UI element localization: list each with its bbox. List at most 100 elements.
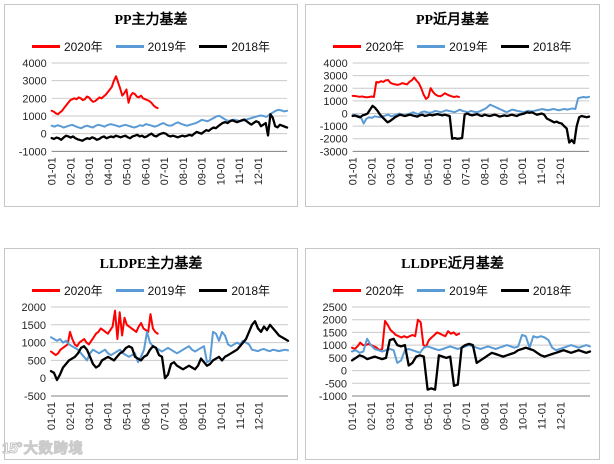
legend-item-2018年: 2018年 bbox=[500, 38, 572, 55]
legend-line-swatch bbox=[333, 288, 362, 292]
y-axis-tick-label: -1000 bbox=[319, 391, 347, 403]
y-axis-tick-label: -500 bbox=[24, 391, 46, 403]
x-axis-tick-label: 11-01 bbox=[537, 402, 549, 429]
legend-item-2018年: 2018年 bbox=[199, 38, 270, 55]
y-axis-tick-label: 4000 bbox=[22, 58, 46, 70]
series-line-2019年 bbox=[50, 108, 289, 130]
chart-panel-lldpe-main: LLDPE主力基差 2020年 2019年 2018年 2000 1500 1000 50… bbox=[4, 248, 298, 460]
x-axis-tick-label: 02-01 bbox=[366, 402, 378, 430]
y-axis-tick-label: 1500 bbox=[323, 327, 347, 339]
legend-item-2018年: 2018年 bbox=[199, 282, 270, 299]
x-axis-tick-label: 03-01 bbox=[385, 402, 397, 430]
legend: 2020年 2019年 2018年 bbox=[306, 38, 599, 54]
x-axis-tick-label: 05-01 bbox=[122, 157, 134, 185]
x-axis-tick-label: 06-01 bbox=[442, 402, 454, 430]
y-axis-tick-label: 2000 bbox=[323, 315, 347, 327]
legend-line-swatch bbox=[115, 288, 144, 292]
series-line-2018年 bbox=[351, 104, 591, 145]
y-axis-tick-label: 4000 bbox=[323, 58, 347, 70]
x-axis-tick-label: 06-01 bbox=[442, 157, 454, 185]
series-line-2018年 bbox=[50, 113, 289, 142]
y-axis-tick-label: 0 bbox=[41, 129, 47, 141]
x-axis-tick-label: 02-01 bbox=[366, 157, 378, 185]
y-axis-tick-label: -3000 bbox=[320, 146, 348, 158]
x-axis-tick-label: 12-01 bbox=[253, 157, 265, 185]
legend-label: 2020年 bbox=[63, 283, 103, 298]
chart-title: LLDPE近月基差 bbox=[401, 257, 504, 272]
legend-item-2019年: 2019年 bbox=[417, 282, 488, 299]
legend-line-swatch bbox=[115, 44, 144, 48]
legend-label: 2018年 bbox=[231, 283, 271, 298]
y-axis-tick-label: 3000 bbox=[323, 71, 347, 83]
x-axis-tick-label: 02-01 bbox=[65, 157, 77, 185]
legend-line-swatch bbox=[417, 288, 446, 292]
x-axis-tick-label: 07-01 bbox=[159, 157, 171, 185]
x-axis-tick-label: 10-01 bbox=[518, 402, 530, 430]
x-axis-tick-label: 10-01 bbox=[517, 157, 529, 185]
legend-item-2020年: 2020年 bbox=[333, 282, 404, 299]
x-axis-tick-label: 05-01 bbox=[423, 157, 435, 185]
chart-panel-lldpe-near: LLDPE近月基差 2020年 2019年 2018年 2500 2000 1500 10… bbox=[305, 248, 600, 460]
legend-line-swatch bbox=[31, 44, 60, 48]
legend-line-swatch bbox=[333, 44, 362, 48]
series-line-2019年 bbox=[50, 330, 289, 364]
y-axis-tick-label: 1000 bbox=[22, 111, 46, 123]
x-axis-tick-label: 01-01 bbox=[47, 157, 59, 185]
x-axis-tick-label: 06-01 bbox=[140, 402, 152, 430]
x-axis-tick-label: 09-01 bbox=[197, 157, 209, 185]
y-axis-tick-label: 0 bbox=[341, 366, 347, 378]
legend-line-swatch bbox=[417, 44, 446, 48]
chart-title: PP主力基差 bbox=[114, 13, 188, 28]
x-axis-tick-label: 10-01 bbox=[215, 157, 227, 185]
legend-label: 2018年 bbox=[532, 283, 572, 298]
legend-line-swatch bbox=[500, 288, 529, 292]
y-axis-tick-label: -1000 bbox=[19, 146, 47, 158]
y-axis-tick-label: 2500 bbox=[323, 302, 347, 314]
legend-item-2018年: 2018年 bbox=[500, 282, 572, 299]
x-axis-tick-label: 08-01 bbox=[480, 402, 492, 430]
legend-item-2019年: 2019年 bbox=[417, 38, 488, 55]
series-line-2018年 bbox=[350, 337, 592, 391]
x-axis-tick-label: 01-01 bbox=[347, 402, 359, 430]
x-axis-tick-label: 04-01 bbox=[404, 402, 416, 430]
x-axis-tick-label: 10-01 bbox=[216, 402, 228, 430]
legend-line-swatch bbox=[199, 44, 228, 48]
legend-label: 2019年 bbox=[449, 283, 488, 298]
legend-label: 2020年 bbox=[365, 283, 405, 298]
x-axis-tick-label: 06-01 bbox=[140, 157, 152, 185]
x-axis-tick-label: 04-01 bbox=[103, 157, 115, 185]
x-axis-tick-label: 04-01 bbox=[404, 157, 416, 185]
legend-label: 2018年 bbox=[231, 39, 271, 54]
legend: 2020年 2019年 2018年 bbox=[5, 38, 297, 54]
y-axis-tick-label: 500 bbox=[28, 355, 46, 367]
x-axis-tick-label: 12-01 bbox=[555, 157, 567, 185]
x-axis-tick-label: 03-01 bbox=[385, 157, 397, 185]
x-axis-tick-label: 07-01 bbox=[461, 402, 473, 430]
x-axis-tick-label: 05-01 bbox=[423, 402, 435, 430]
x-axis-tick-label: 01-01 bbox=[348, 157, 360, 185]
x-axis-tick-label: 09-01 bbox=[197, 402, 209, 430]
chart-panel-pp-main: PP主力基差 2020年 2019年 2018年 4000 3000 2000 1000 0… bbox=[4, 4, 298, 207]
series-line-2018年 bbox=[49, 320, 290, 382]
y-axis-tick-label: 2000 bbox=[22, 302, 46, 314]
x-axis-tick-label: 07-01 bbox=[461, 157, 473, 185]
y-axis-tick-label: 1000 bbox=[323, 96, 347, 108]
x-axis-tick-label: 03-01 bbox=[84, 157, 96, 185]
chart-title: PP近月基差 bbox=[415, 13, 490, 28]
y-axis-tick-label: -500 bbox=[325, 378, 347, 390]
legend-line-swatch bbox=[31, 288, 60, 292]
legend-label: 2018年 bbox=[532, 39, 572, 54]
chart-panel-pp-near: PP近月基差 2020年 2019年 2018年 4000 3000 2000 1000 0… bbox=[305, 4, 600, 207]
x-axis-tick-label: 04-01 bbox=[103, 402, 115, 430]
legend-item-2020年: 2020年 bbox=[31, 38, 103, 55]
x-axis-tick-label: 05-01 bbox=[122, 402, 134, 430]
y-axis-tick-label: 0 bbox=[342, 108, 348, 120]
y-axis-tick-label: 0 bbox=[40, 373, 46, 385]
series-line-2020年 bbox=[351, 76, 461, 100]
legend-item-2019年: 2019年 bbox=[115, 282, 186, 299]
x-axis-tick-label: 07-01 bbox=[159, 402, 171, 430]
legend: 2020年 2019年 2018年 bbox=[5, 282, 297, 298]
